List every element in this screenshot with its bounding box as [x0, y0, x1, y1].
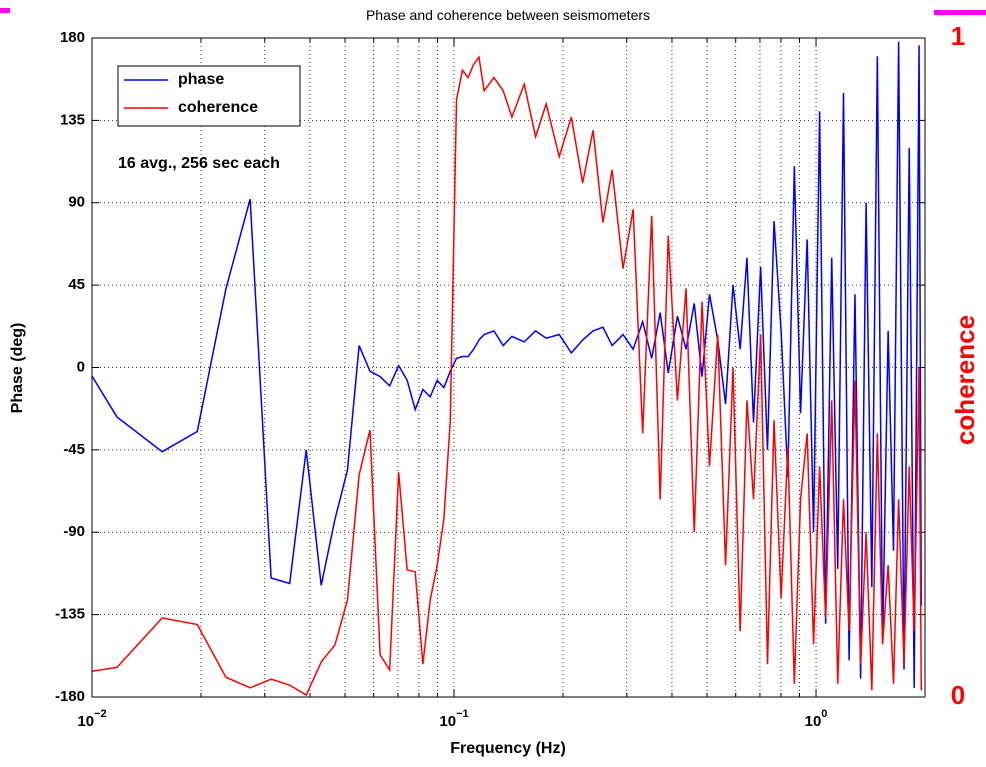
plot-frame	[91, 37, 926, 698]
x-tick-exponent: 0	[821, 708, 827, 720]
chart-title: Phase and coherence between seismometers	[366, 7, 650, 23]
legend-box	[117, 65, 301, 127]
x-tick-label: 10−1	[439, 708, 468, 730]
y2-tick-label: 1	[951, 21, 965, 51]
x-tick-base: 10	[805, 713, 822, 730]
legend: phase coherence	[117, 65, 301, 127]
plot-lines	[92, 41, 923, 697]
y-tick-label: 45	[68, 276, 85, 293]
x-tick-base: 10	[77, 713, 94, 730]
y-tick-label: -135	[55, 606, 85, 623]
x-axis-label: Frequency (Hz)	[450, 740, 566, 757]
y2-axis-label: coherence	[950, 315, 980, 445]
x-tick-label: 100	[805, 708, 828, 730]
y-tick-label: 0	[77, 358, 85, 375]
y-axis-label: Phase (deg)	[9, 323, 26, 414]
legend-label: coherence	[178, 99, 258, 116]
annotation: 16 avg., 256 sec each	[118, 155, 280, 172]
y-tick-label: -45	[63, 441, 85, 458]
series-line	[92, 55, 923, 697]
y-tick-label: -180	[55, 688, 85, 705]
x-tick-base: 10	[439, 713, 456, 730]
y2-tick-label: 0	[951, 680, 965, 710]
y-tick-label: 135	[60, 111, 85, 128]
x-tick-exponent: −1	[456, 708, 469, 720]
y-tick-label: 90	[68, 194, 85, 211]
x-tick-exponent: −2	[94, 708, 107, 720]
marker	[0, 8, 10, 13]
legend-label: phase	[178, 71, 224, 88]
y-tick-label: 180	[60, 29, 85, 46]
y-tick-label: -90	[63, 523, 85, 540]
x-tick-label: 10−2	[77, 708, 106, 730]
marker	[934, 10, 986, 15]
